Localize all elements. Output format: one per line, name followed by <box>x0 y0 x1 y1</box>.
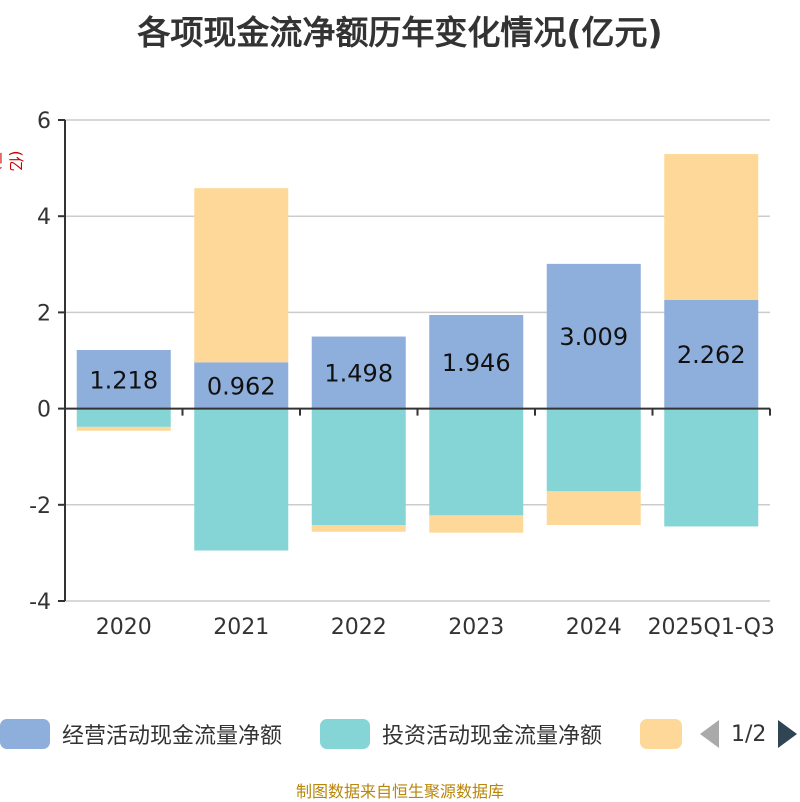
bar-2020-series-2[interactable] <box>76 426 171 431</box>
x-tick-label: 2022 <box>331 615 387 640</box>
legend: 经营活动现金流量净额 投资活动现金流量净额 1/2 <box>0 716 800 754</box>
bar-2025Q1-Q3-series-1[interactable] <box>664 408 759 527</box>
bar-2024-series-0[interactable] <box>546 263 641 409</box>
legend-swatch-third <box>640 719 682 749</box>
x-tick-label: 2023 <box>448 615 504 640</box>
bar-2022-series-1[interactable] <box>311 408 406 526</box>
y-axis-unit-label: (亿元) <box>0 150 25 172</box>
x-tick-label: 2021 <box>213 615 269 640</box>
bar-2022-series-2[interactable] <box>311 525 406 532</box>
y-tick-label: 0 <box>37 398 51 423</box>
bar-2023-series-0[interactable] <box>429 314 524 409</box>
gridlines <box>65 119 770 602</box>
bar-2023-series-1[interactable] <box>429 408 524 516</box>
data-label: 1.498 <box>324 360 393 388</box>
legend-item-third[interactable] <box>640 716 694 752</box>
bar-2020-series-1[interactable] <box>76 408 171 427</box>
x-tick-label: 2024 <box>566 615 622 640</box>
pager-prev-icon[interactable] <box>700 720 719 748</box>
legend-label-investing: 投资活动现金流量净额 <box>382 724 603 749</box>
bar-2020-series-0[interactable] <box>76 350 171 409</box>
data-label: 0.962 <box>207 372 276 400</box>
bar-2025Q1-Q3-series-0[interactable] <box>664 299 759 409</box>
legend-item-investing[interactable]: 投资活动现金流量净额 <box>320 716 602 752</box>
bar-2021-series-2[interactable] <box>194 188 289 363</box>
legend-page-indicator: 1/2 <box>731 721 767 747</box>
legend-pager: 1/2 <box>700 716 798 752</box>
bar-2024-series-2[interactable] <box>546 491 641 526</box>
data-label: 1.218 <box>89 366 158 394</box>
data-label: 3.009 <box>559 323 628 351</box>
y-tick-label: 2 <box>37 301 51 326</box>
data-label: 1.946 <box>442 349 511 377</box>
bar-2024-series-1[interactable] <box>546 408 641 492</box>
x-tick-label: 2020 <box>96 615 152 640</box>
y-tick-label: 4 <box>37 205 51 230</box>
axes: -4 -2 0 2 4 6 2020 2021 2022 2023 2024 2025Q1-Q3 <box>29 109 775 640</box>
bar-2022-series-0[interactable] <box>311 336 406 409</box>
legend-item-operating[interactable]: 经营活动现金流量净额 <box>0 716 282 752</box>
y-tick-label: -2 <box>29 494 51 519</box>
chart-title: 各项现金流净额历年变化情况(亿元) <box>137 13 663 52</box>
bar-2021-series-1[interactable] <box>194 408 289 551</box>
y-tick-label: -4 <box>29 590 51 615</box>
y-tick-label: 6 <box>37 109 51 134</box>
bar-2023-series-2[interactable] <box>429 515 524 533</box>
legend-label-operating: 经营活动现金流量净额 <box>62 724 283 749</box>
pager-next-icon[interactable] <box>778 720 798 748</box>
bar-2021-series-0[interactable] <box>194 362 289 409</box>
x-tick-label: 2025Q1-Q3 <box>648 615 775 640</box>
bars <box>76 154 759 551</box>
source-note: 制图数据来自恒生聚源数据库 <box>295 782 504 801</box>
legend-swatch-operating <box>0 719 50 749</box>
data-labels: 1.218 0.962 1.498 1.946 3.009 2.262 <box>89 323 745 400</box>
legend-swatch-investing <box>320 719 370 749</box>
data-label: 2.262 <box>677 341 746 369</box>
bar-2025Q1-Q3-series-2[interactable] <box>664 154 759 300</box>
